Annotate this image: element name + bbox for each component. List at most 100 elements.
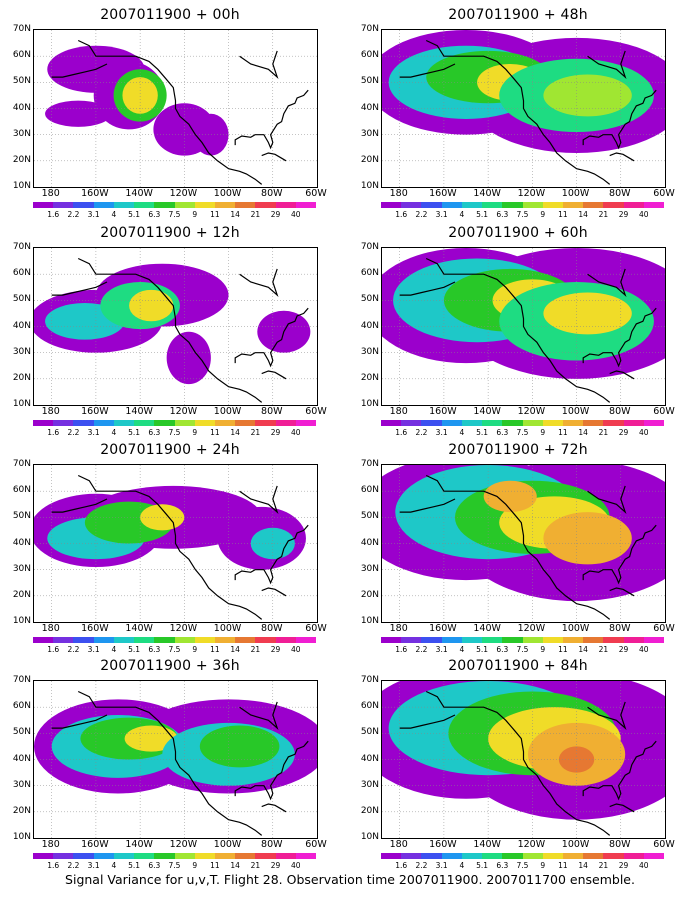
colorbar-tick-label: 9 (192, 645, 198, 654)
lon-tick-label: 180 (389, 406, 408, 417)
colorbar-swatch (441, 202, 462, 208)
colorbar-tick-label: 5.1 (128, 645, 141, 654)
coastline (587, 485, 627, 515)
lat-tick-label: 30N (360, 346, 379, 357)
lon-tick-label: 160W (81, 623, 109, 634)
colorbar-swatch (643, 420, 665, 426)
lat-tick-label: 50N (12, 76, 31, 87)
lon-tick-label: 80W (609, 406, 631, 417)
lat-tick-label: 20N (12, 589, 31, 600)
colorbar-tick-label: 5.1 (476, 210, 489, 219)
colorbar-tick-label: 3.1 (87, 210, 100, 219)
colorbar-tick-label: 5.1 (128, 861, 141, 870)
colorbar-tick-label: 29 (270, 428, 281, 437)
lat-tick-label: 50N (360, 76, 379, 87)
map-panel: 2007011900 + 48h 70N 60N 50N 40N 30N 20N 10N 180… (348, 7, 688, 222)
colorbar-tick-label: 40 (291, 861, 301, 870)
colorbar-tick-label: 9 (192, 210, 198, 219)
coastline (587, 701, 627, 731)
lon-tick-label: 60W (305, 839, 327, 850)
colorbar-swatch (235, 202, 256, 208)
colorbar-labels: 1.6 2.2 3.1 4 5.1 6.3 7.5 9 11 14 21 29 40 (381, 210, 664, 219)
lon-tick-label: 180 (41, 188, 60, 199)
colorbar-swatch (53, 637, 74, 643)
panel-title: 2007011900 + 00h (100, 7, 240, 23)
lon-tick-label: 80W (261, 406, 283, 417)
colorbar-tick-label: 11 (558, 861, 568, 870)
colorbar-swatch (583, 637, 604, 643)
lon-tick-label: 160W (429, 839, 457, 850)
coastline (234, 89, 309, 150)
colorbar-swatch (134, 637, 155, 643)
colorbar-swatch (194, 637, 215, 643)
colorbar-swatch (421, 202, 442, 208)
colorbar-swatch (275, 202, 296, 208)
colorbar-swatch (33, 637, 54, 643)
colorbar-tick-label: 29 (270, 210, 281, 219)
colorbar-swatch (381, 637, 402, 643)
colorbar-swatch (275, 637, 296, 643)
lon-tick-label: 160W (429, 406, 457, 417)
coastline (582, 524, 657, 585)
variance-field (45, 45, 229, 156)
colorbar-swatch (214, 637, 236, 643)
variance-contour (543, 512, 632, 565)
lon-tick-label: 120W (169, 839, 198, 850)
colorbar-tick-label: 9 (540, 428, 546, 437)
colorbar-swatch (73, 420, 94, 426)
coastline (399, 281, 456, 296)
variance-contour (193, 113, 229, 156)
colorbar-swatch (623, 637, 644, 643)
coastline (51, 498, 108, 513)
map-panel: 2007011900 + 24h 70N 60N 50N 40N 30N 20N 10N 180… (0, 442, 340, 657)
map-panel: 2007011900 + 72h 70N 60N 50N 40N 30N 20N 10N 180… (348, 442, 688, 657)
colorbar-swatch (235, 853, 256, 859)
colorbar-swatch (542, 853, 563, 859)
colorbar-swatch (174, 637, 195, 643)
lon-tick-label: 80W (609, 839, 631, 850)
colorbar-tick-label: 9 (192, 861, 198, 870)
lat-tick-label: 50N (12, 511, 31, 522)
map-canvas (382, 681, 665, 838)
colorbar-swatch (623, 853, 644, 859)
colorbar-tick-label: 7.5 (516, 428, 529, 437)
colorbar-swatch (562, 420, 584, 426)
colorbar-swatch (381, 420, 402, 426)
lat-tick-label: 50N (12, 727, 31, 738)
variance-field (34, 263, 311, 385)
colorbar-tick-label: 2.2 (67, 210, 80, 219)
colorbar (381, 202, 665, 208)
colorbar-swatch (643, 202, 665, 208)
variance-map (33, 247, 318, 406)
coastline (399, 498, 456, 513)
lon-tick-label: 140W (473, 839, 501, 850)
colorbar-tick-label: 29 (618, 210, 629, 219)
coastline (77, 257, 263, 403)
colorbar-swatch (603, 637, 624, 643)
lat-tick-label: 50N (360, 727, 379, 738)
lon-tick-label: 80W (261, 623, 283, 634)
lat-tick-label: 30N (12, 128, 31, 139)
lat-tick-label: 40N (12, 753, 31, 764)
colorbar-tick-label: 11 (210, 210, 220, 219)
coastline (261, 587, 287, 597)
coastline (234, 740, 309, 801)
colorbar-tick-label: 2.2 (415, 210, 428, 219)
lat-tick-label: 10N (12, 399, 31, 409)
colorbar-swatch (235, 637, 256, 643)
colorbar-tick-label: 2.2 (67, 645, 80, 654)
colorbar-tick-label: 11 (558, 428, 568, 437)
figure-caption: Signal Variance for u,v,T. Flight 28. Ob… (65, 872, 635, 887)
colorbar-swatch (562, 637, 584, 643)
colorbar-swatch (643, 853, 665, 859)
colorbar-swatch (134, 853, 155, 859)
colorbar-swatch (255, 853, 276, 859)
coastline (239, 268, 279, 298)
colorbar-swatch (113, 853, 135, 859)
lon-tick-label: 140W (125, 406, 153, 417)
colorbar-swatch (73, 202, 94, 208)
panel-title: 2007011900 + 36h (100, 658, 240, 674)
map-panel: 2007011900 + 60h 70N 60N 50N 40N 30N 20N 10N 180… (348, 225, 688, 440)
colorbar-swatch (93, 420, 114, 426)
lon-tick-label: 60W (653, 839, 675, 850)
